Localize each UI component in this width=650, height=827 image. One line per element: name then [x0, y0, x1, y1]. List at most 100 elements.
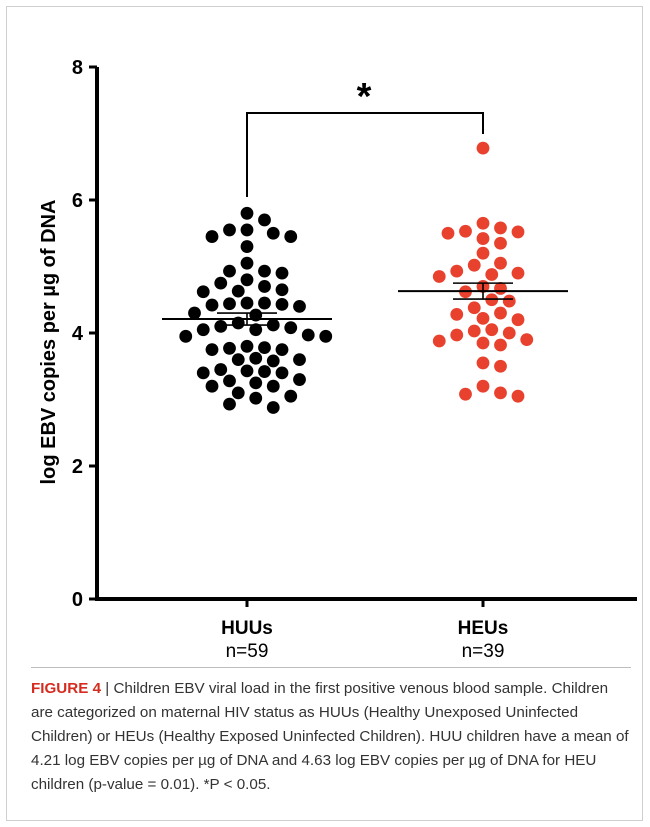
figure-caption: FIGURE 4 | Children EBV viral load in th…: [31, 677, 631, 797]
heus-point: [476, 336, 490, 350]
huus-point: [240, 223, 254, 237]
huus-point: [301, 328, 315, 342]
heus-point: [494, 221, 507, 235]
huus-point: [258, 365, 271, 378]
huus-point: [205, 379, 219, 393]
caption-divider: [31, 667, 631, 668]
huus-point: [231, 284, 245, 298]
heus-point: [476, 379, 490, 393]
huus-point: [205, 343, 219, 357]
heus-point: [502, 326, 516, 340]
huus-group-label: HUUs: [221, 618, 273, 639]
huus-point: [240, 339, 254, 353]
huus-point: [196, 366, 210, 380]
huus-point: [223, 374, 236, 388]
data-points: [179, 141, 534, 414]
heus-point: [511, 225, 525, 239]
heus-point: [494, 236, 507, 250]
huus-point: [223, 397, 236, 411]
heus-point: [459, 224, 472, 238]
huus-point: [249, 323, 263, 337]
y-tick-label: 0: [72, 589, 83, 611]
x-axis-labels: HUUs n=59 HEUs n=39: [221, 618, 508, 657]
heus-point: [494, 306, 507, 320]
heus-point: [494, 338, 507, 352]
huus-point: [275, 298, 289, 311]
heus-point: [511, 389, 525, 403]
huus-point: [196, 323, 210, 337]
huus-n-label: n=59: [226, 641, 269, 657]
y-axis-label: log EBV copies per µg of DNA: [38, 200, 60, 485]
huus-point: [214, 319, 228, 333]
huus-point: [179, 329, 193, 343]
scatter-chart: 0 2 4 6 8 log EBV copies per µg of DNA * HUU…: [38, 57, 637, 657]
heus-point: [476, 216, 490, 230]
y-tick-label: 2: [72, 456, 83, 478]
huus-point: [266, 379, 280, 393]
heus-point: [485, 268, 499, 281]
huus-point: [240, 206, 254, 220]
huus-point: [266, 354, 280, 368]
heus-point: [511, 266, 525, 280]
heus-point: [511, 313, 525, 327]
huus-point: [205, 230, 219, 243]
heus-point: [520, 333, 534, 347]
caption-text: Children EBV viral load in the first pos…: [31, 680, 629, 793]
heus-point: [494, 359, 507, 373]
huus-point: [205, 298, 219, 312]
heus-point: [502, 294, 516, 308]
huus-point: [240, 364, 254, 378]
heus-point: [494, 386, 507, 400]
huus-point: [231, 386, 245, 400]
huus-point: [284, 389, 298, 403]
caption-separator: |: [101, 680, 114, 697]
huus-point: [293, 300, 306, 313]
huus-point: [275, 283, 289, 297]
huus-point: [249, 376, 263, 390]
heus-n-label: n=39: [462, 641, 505, 657]
heus-point: [459, 387, 472, 401]
huus-point: [293, 353, 306, 366]
huus-point: [249, 351, 263, 365]
bracket-line: [246, 112, 484, 197]
heus-point: [494, 282, 507, 295]
huus-point: [223, 341, 236, 355]
huus-point: [223, 297, 236, 311]
huus-point: [275, 266, 289, 280]
huus-point: [223, 223, 236, 237]
y-tick-label: 8: [72, 57, 83, 79]
huus-point: [258, 280, 271, 293]
huus-point: [240, 273, 254, 287]
huus-point: [223, 264, 236, 278]
huus-point: [293, 373, 306, 386]
heus-point: [476, 311, 490, 325]
heus-point: [476, 246, 490, 260]
heus-point: [485, 323, 499, 337]
huus-point: [319, 329, 333, 343]
heus-point: [450, 264, 464, 278]
huus-point: [214, 276, 228, 290]
huus-point: [258, 341, 271, 355]
y-axis-ticks: 0 2 4 6 8: [72, 57, 97, 611]
huus-point: [188, 306, 201, 320]
huus-point: [240, 296, 254, 310]
huus-point: [275, 343, 289, 357]
mean-sem-bars: [162, 282, 568, 326]
huus-point: [284, 230, 298, 243]
huus-point: [258, 264, 271, 278]
huus-point: [249, 391, 263, 405]
heus-point: [476, 141, 490, 155]
heus-point: [467, 301, 481, 315]
y-tick-label: 6: [72, 190, 83, 212]
huus-point: [258, 213, 271, 227]
huus-point: [266, 226, 280, 240]
huus-point: [258, 296, 271, 310]
huus-point: [266, 401, 280, 414]
huus-point: [231, 353, 245, 366]
figure-frame: 0 2 4 6 8 log EBV copies per µg of DNA * HUU…: [6, 6, 643, 821]
heus-point: [450, 328, 464, 342]
heus-point: [467, 324, 481, 338]
heus-point: [441, 226, 455, 240]
significance-star: *: [357, 76, 372, 118]
huus-point: [240, 240, 254, 253]
